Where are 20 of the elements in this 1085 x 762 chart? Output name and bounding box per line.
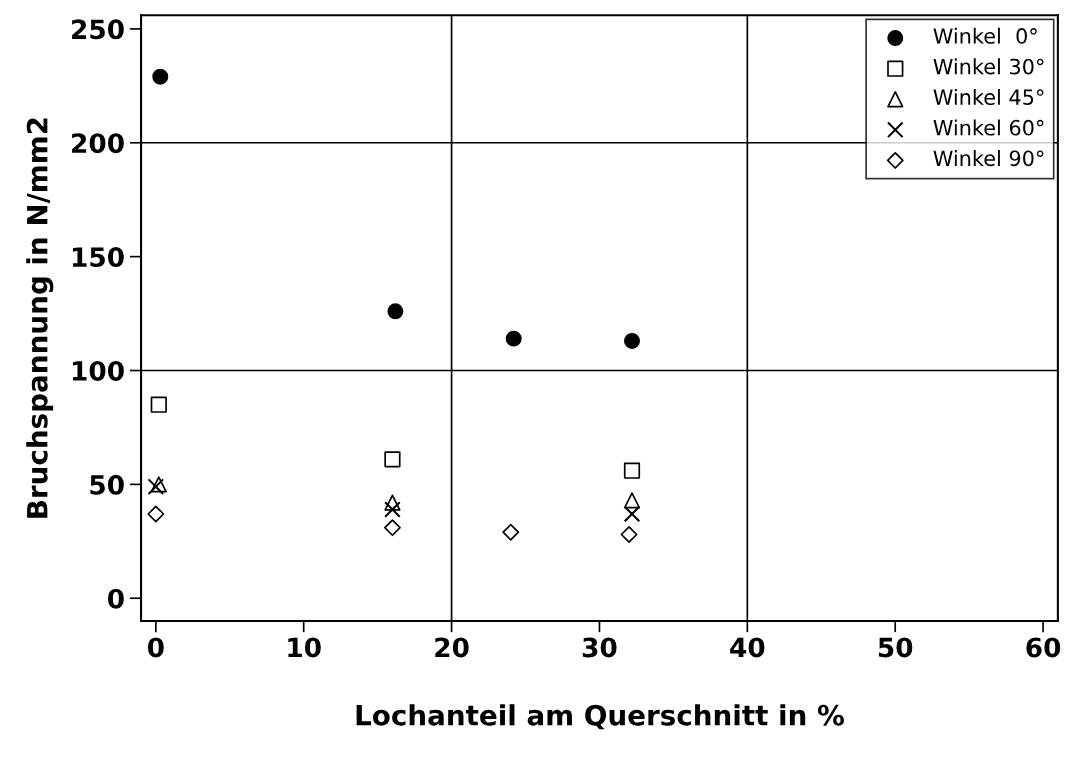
legend-label: Winkel 90° — [933, 150, 1044, 167]
x-axis-title: Lochanteil am Querschnitt in % — [356, 704, 844, 730]
x-tick-label: 20 — [435, 637, 469, 658]
legend-label: Winkel 30° — [933, 58, 1044, 75]
y-tick-label: 250 — [72, 19, 124, 40]
y-tick-label: 0 — [107, 588, 124, 609]
legend-label: Winkel 60° — [933, 119, 1044, 136]
x-tick-label: 10 — [288, 637, 321, 658]
x-tick-label: 50 — [878, 637, 913, 658]
x-tick-label: 40 — [730, 637, 765, 658]
y-tick-label: 100 — [72, 360, 124, 381]
x-tick-label: 60 — [1026, 637, 1061, 658]
legend-label: Winkel 45° — [933, 88, 1044, 106]
y-tick-label: 150 — [72, 247, 124, 268]
y-tick-label: 50 — [90, 474, 124, 495]
y-axis-title: Bruchspannung in N/mm2 — [26, 118, 54, 518]
x-tick-label: 30 — [582, 637, 617, 658]
legend-label: Winkel 0° — [933, 27, 1037, 44]
y-tick-label: 200 — [72, 133, 124, 154]
x-tick-label: 0 — [147, 637, 164, 658]
